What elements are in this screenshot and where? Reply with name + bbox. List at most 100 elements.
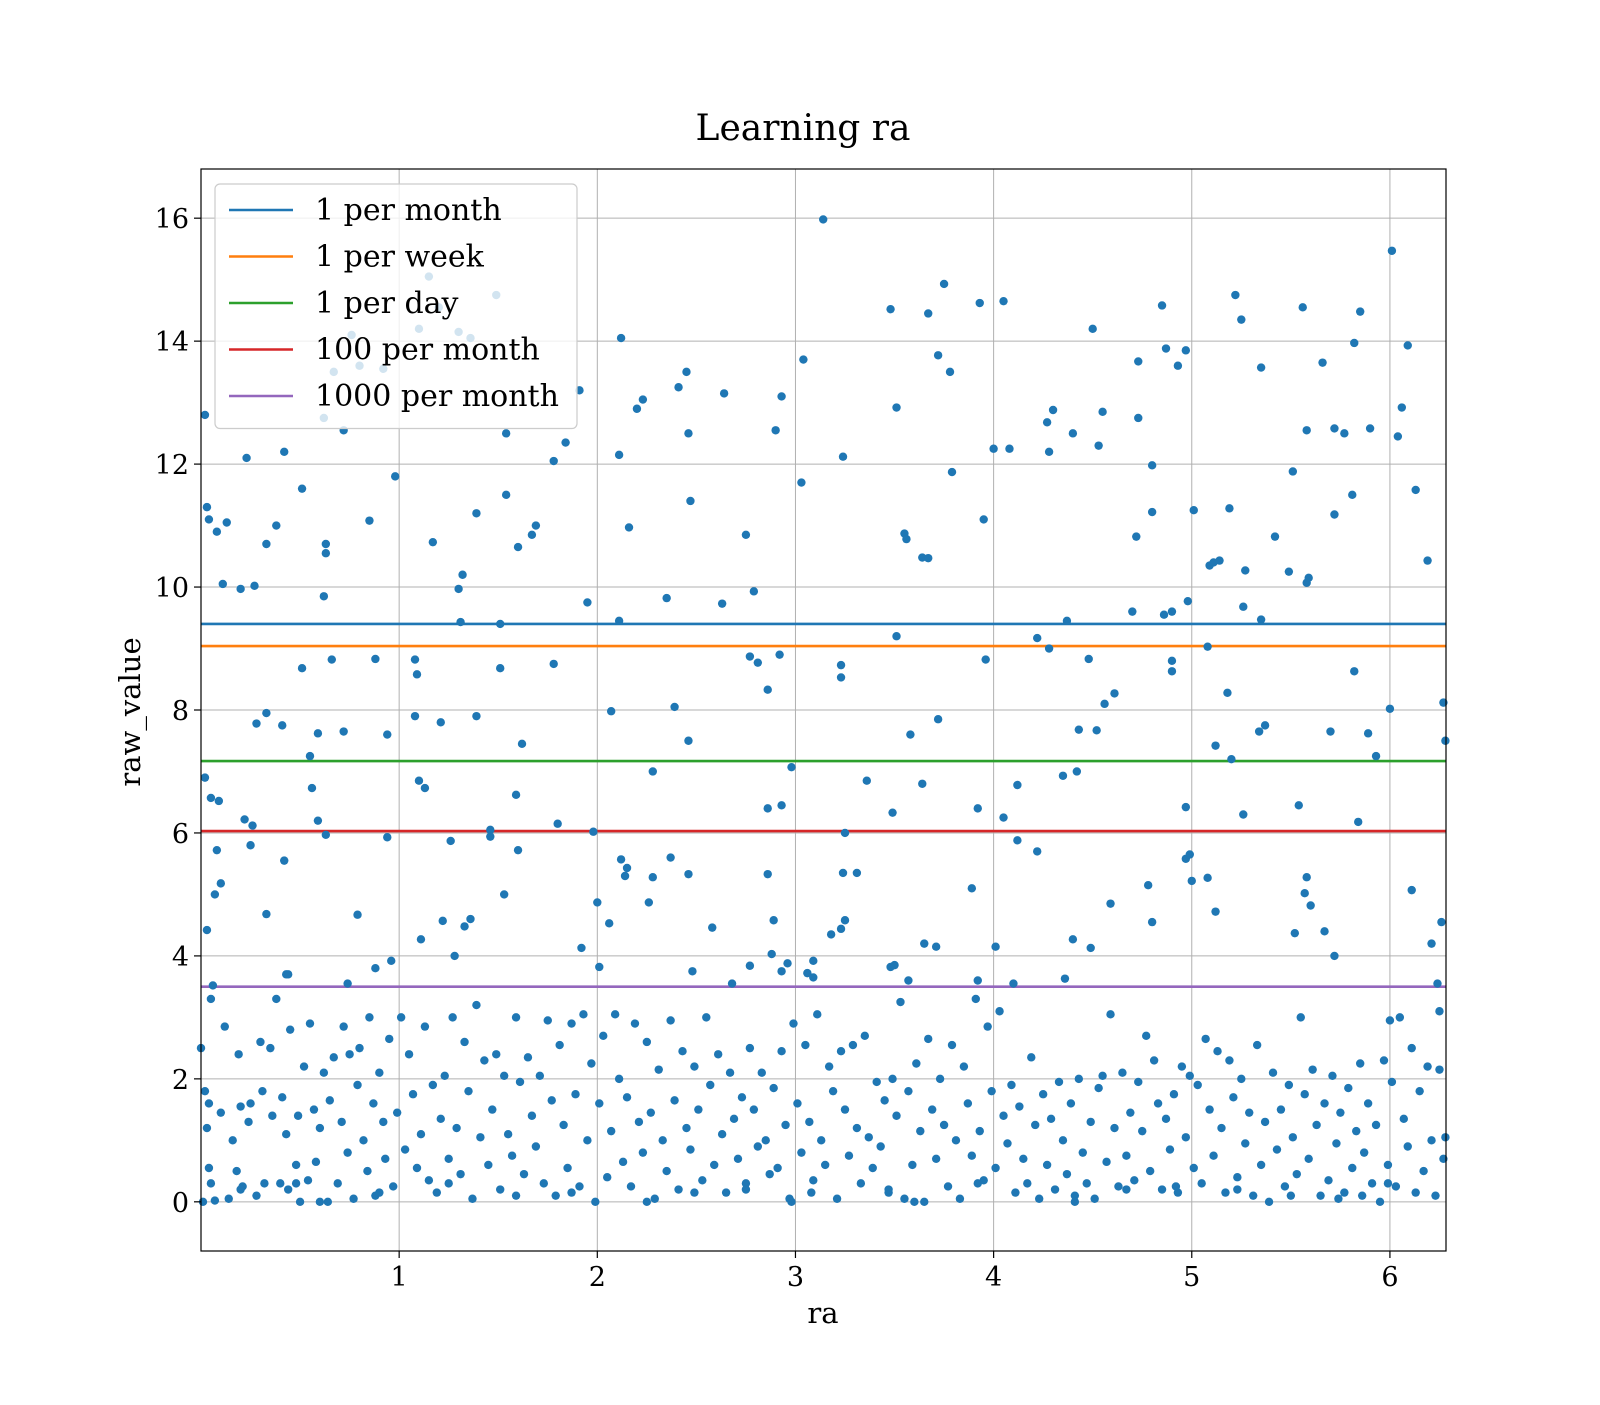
scatter-point	[1054, 1077, 1064, 1087]
scatter-point	[1106, 899, 1115, 908]
scatter-point	[216, 879, 226, 888]
legend-label: 1 per month	[315, 193, 502, 228]
scatter-point	[412, 1163, 422, 1173]
scatter-point	[1005, 444, 1014, 453]
scatter-point	[959, 1062, 969, 1071]
scatter-point	[1288, 1133, 1298, 1142]
scatter-point	[981, 655, 990, 664]
scatter-point	[420, 783, 430, 793]
scatter-point	[781, 1120, 790, 1130]
scatter-point	[260, 1179, 269, 1188]
scatter-point	[232, 1166, 241, 1176]
scatter-point	[603, 1173, 612, 1182]
scatter-point	[567, 1188, 576, 1197]
scatter-point	[1316, 1191, 1325, 1200]
scatter-point	[428, 537, 438, 547]
scatter-point	[1427, 939, 1436, 948]
scatter-point	[472, 1000, 481, 1010]
scatter-point	[1102, 1157, 1111, 1167]
scatter-point	[803, 968, 812, 978]
scatter-point	[212, 527, 222, 536]
scatter-point	[1138, 1126, 1147, 1136]
scatter-point	[1098, 407, 1107, 417]
scatter-point	[1189, 1163, 1198, 1173]
scatter-point	[908, 1160, 917, 1170]
x-axis-label: ra	[807, 1296, 838, 1330]
scatter-point	[1185, 1071, 1194, 1080]
scatter-point	[305, 751, 315, 761]
scatter-point	[616, 855, 626, 864]
y-tick-label: 12	[155, 450, 189, 481]
scatter-point	[252, 719, 261, 728]
scatter-point	[1393, 432, 1403, 441]
scatter-point	[924, 309, 933, 318]
scatter-point	[1183, 596, 1193, 606]
scatter-point	[571, 1090, 580, 1099]
scatter-point	[989, 444, 998, 453]
scatter-point	[1431, 1191, 1440, 1200]
scatter-point	[1100, 699, 1109, 709]
scatter-point	[1167, 667, 1177, 676]
scatter-point	[553, 819, 562, 828]
scatter-point	[1324, 1176, 1333, 1185]
y-axis-label: raw_value	[113, 637, 148, 786]
scatter-point	[777, 801, 786, 810]
scatter-point	[511, 790, 521, 800]
scatter-point	[634, 1117, 644, 1127]
scatter-point	[927, 1105, 937, 1114]
scatter-point	[1215, 556, 1224, 565]
scatter-point	[1147, 917, 1157, 927]
scatter-point	[684, 429, 693, 438]
scatter-point	[535, 1071, 545, 1080]
scatter-point	[1320, 1099, 1329, 1108]
scatter-point	[662, 593, 671, 603]
scatter-point	[486, 825, 495, 835]
scatter-point	[224, 1194, 233, 1203]
scatter-point	[1122, 1151, 1131, 1160]
scatter-point	[1181, 802, 1191, 812]
scatter-point	[242, 453, 251, 463]
scatter-point	[793, 1099, 802, 1108]
scatter-point	[283, 970, 293, 979]
scatter-point	[888, 808, 897, 817]
scatter-point	[1031, 1120, 1040, 1130]
scatter-point	[1427, 1136, 1436, 1145]
scatter-point	[333, 1179, 342, 1188]
scatter-point	[638, 395, 648, 404]
scatter-point	[805, 1117, 814, 1127]
scatter-point	[749, 1105, 759, 1114]
scatter-point	[1060, 974, 1070, 983]
scatter-point	[1241, 566, 1250, 575]
scatter-point	[591, 1197, 600, 1207]
scatter-point	[666, 1016, 675, 1025]
scatter-point	[307, 783, 317, 793]
scatter-point	[448, 1013, 457, 1022]
scatter-point	[1134, 1077, 1143, 1087]
scatter-point	[202, 1123, 212, 1133]
scatter-point	[206, 793, 216, 803]
scatter-point	[1437, 917, 1446, 927]
scatter-point	[1066, 1099, 1076, 1108]
scatter-point	[486, 832, 495, 841]
scatter-point	[424, 1176, 434, 1185]
scatter-point	[1348, 1163, 1357, 1173]
scatter-point	[955, 1194, 965, 1203]
scatter-point	[438, 916, 447, 926]
scatter-point	[880, 1096, 889, 1105]
scatter-point	[305, 1019, 315, 1028]
scatter-point	[1068, 935, 1078, 944]
scatter-point	[527, 1111, 537, 1120]
scatter-point	[658, 1136, 667, 1145]
scatter-point	[303, 1176, 313, 1185]
scatter-point	[1070, 1197, 1080, 1207]
scatter-point	[476, 1133, 485, 1142]
scatter-point	[1395, 1013, 1405, 1022]
scatter-point	[604, 919, 614, 928]
scatter-point	[654, 1065, 663, 1074]
scatter-point	[892, 1111, 901, 1120]
scatter-point	[817, 1136, 826, 1145]
scatter-point	[1391, 1182, 1401, 1191]
scatter-point	[1169, 1090, 1179, 1099]
scatter-point	[513, 845, 523, 855]
